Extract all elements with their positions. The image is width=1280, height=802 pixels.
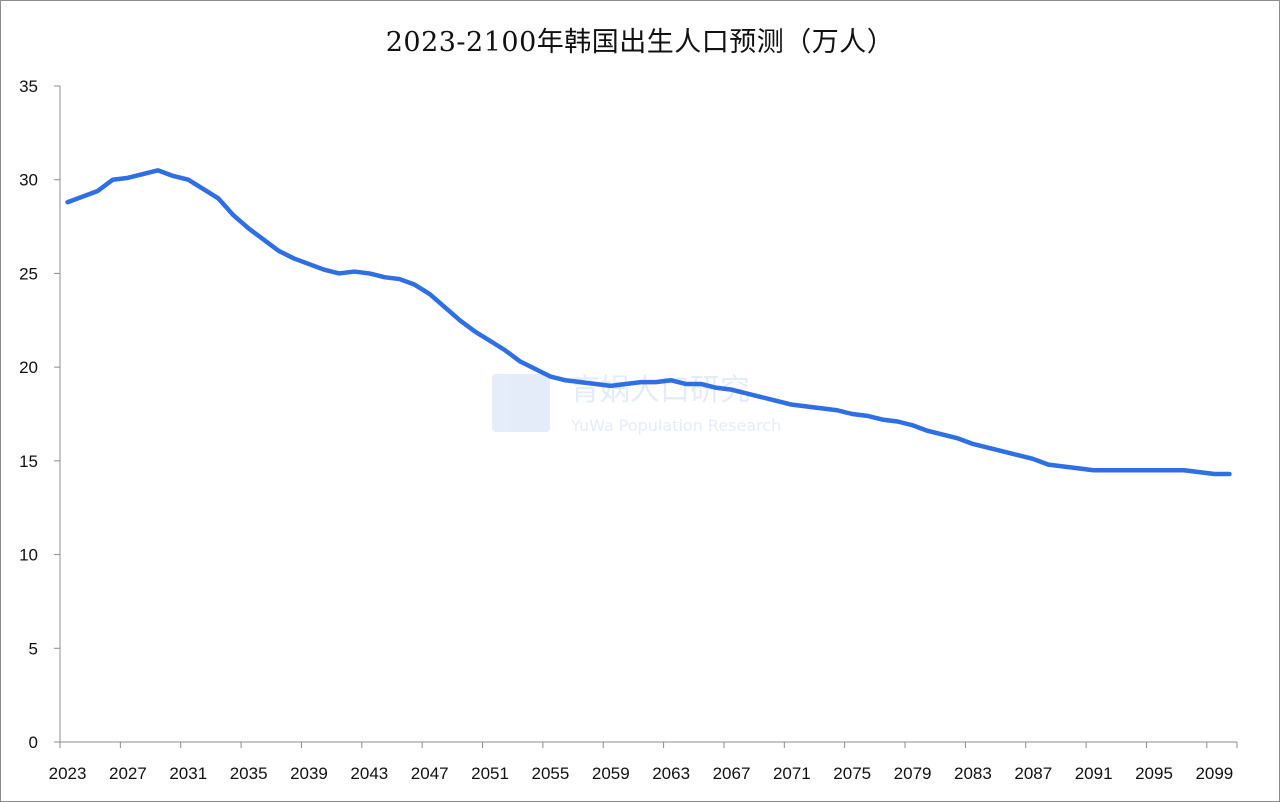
x-tick-label: 2027 [109,764,147,783]
y-tick-label: 20 [19,358,38,377]
y-tick-label: 25 [19,264,38,283]
series-line [65,168,1232,477]
watermark-subtitle: YuWa Population Research [570,416,781,435]
x-tick-label: 2035 [230,764,268,783]
x-tick-label: 2051 [471,764,509,783]
x-tick-label: 2067 [713,764,751,783]
x-tick-label: 2023 [49,764,87,783]
x-tick-label: 2055 [532,764,570,783]
x-tick-label: 2079 [894,764,932,783]
x-tick-label: 2075 [833,764,871,783]
x-tick-label: 2091 [1075,764,1113,783]
axes: 0 5 10 15 20 25 30 35 2023 2027 2031 2035 2039 2043 20… [19,77,1238,783]
y-tick-label: 10 [19,546,38,565]
watermark-name: 育娲人口研究 [570,373,750,408]
y-tick-label: 15 [19,452,38,471]
y-tick-label: 35 [19,77,38,96]
watermark-logo [492,374,550,432]
y-tick-label: 0 [29,733,38,752]
x-tick-label: 2099 [1195,764,1233,783]
x-tick-label: 2095 [1135,764,1173,783]
y-tick-label: 30 [19,171,38,190]
x-tick-label: 2031 [169,764,207,783]
watermark: 育娲人口研究 YuWa Population Research [492,373,781,435]
x-tick-label: 2047 [411,764,449,783]
x-tick-label: 2063 [652,764,690,783]
chart-title: 2023-2100年韩国出生人口预测（万人） [385,27,895,58]
x-tick-label: 2087 [1014,764,1052,783]
x-tick-label: 2043 [350,764,388,783]
y-tick-label: 5 [29,639,38,658]
x-tick-label: 2039 [290,764,328,783]
series-layer [65,168,1232,477]
x-tick-label: 2071 [773,764,811,783]
x-tick-label: 2059 [592,764,630,783]
x-tick-label: 2083 [954,764,992,783]
